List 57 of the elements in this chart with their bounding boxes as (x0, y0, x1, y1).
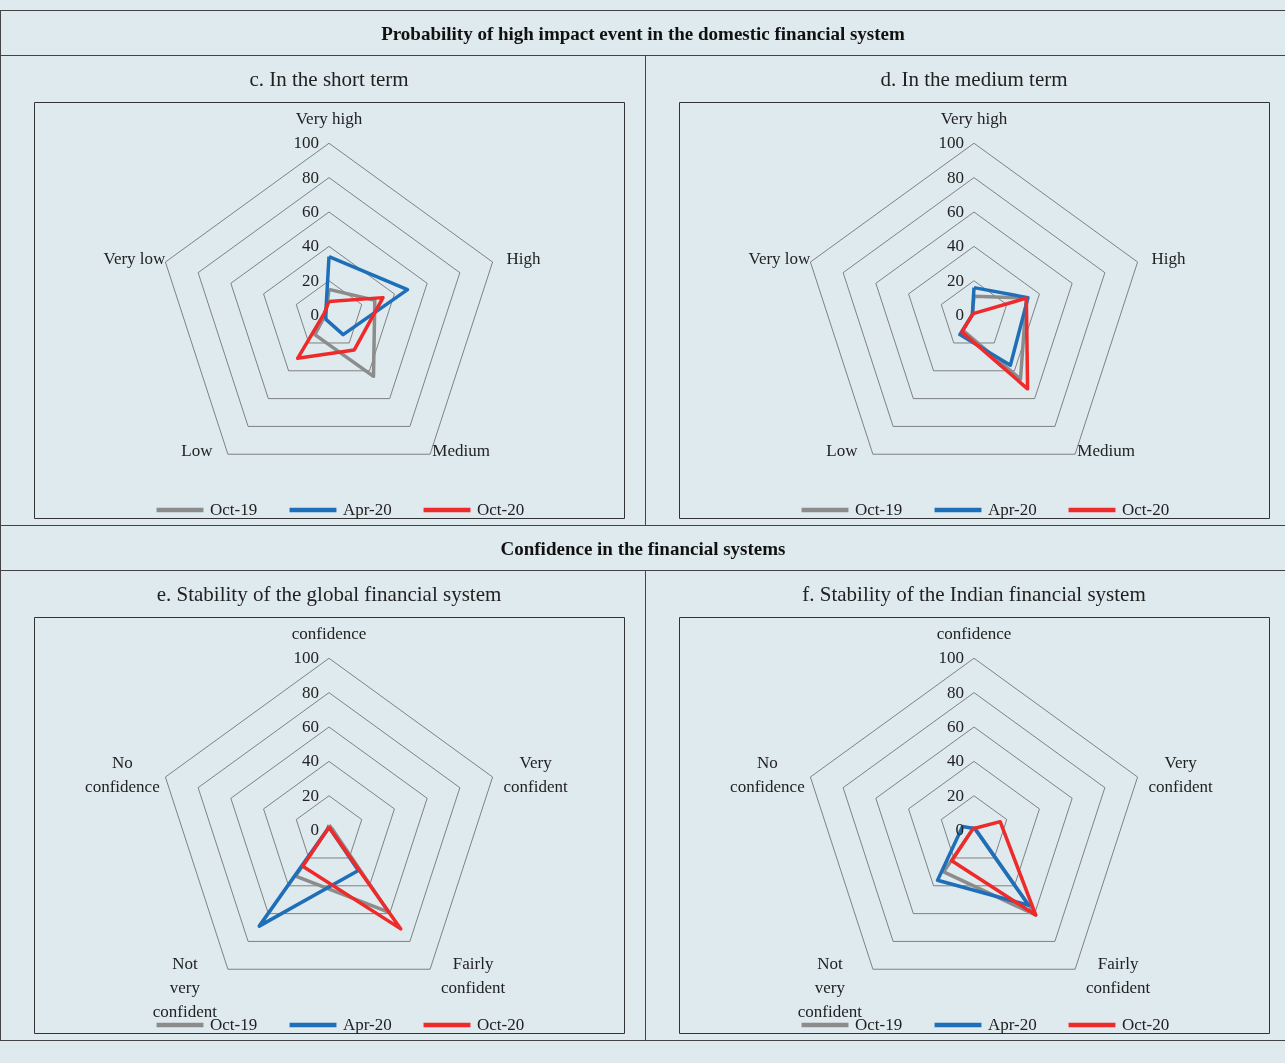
spoke-label: No confidence (85, 753, 160, 797)
y-tick-label: 20 (302, 785, 319, 805)
y-tick-label: 80 (947, 682, 964, 702)
spoke-label: High (1151, 248, 1187, 268)
y-tick-label: 0 (955, 305, 964, 325)
y-tick-label: 40 (947, 236, 964, 256)
spoke-label: Medium (432, 440, 490, 460)
spoke-label: confidence (936, 624, 1012, 644)
spoke-label: Fairly confident (1086, 954, 1151, 998)
y-tick-label: 0 (310, 305, 319, 325)
spoke-label: No confidence (730, 753, 805, 797)
y-tick-label: 60 (947, 717, 964, 737)
y-tick-label: 80 (302, 167, 319, 187)
legend-label: Apr-20 (343, 500, 392, 519)
spoke-label: Very high (295, 109, 363, 129)
y-tick-label: 80 (302, 682, 319, 702)
legend-label: Apr-20 (988, 1015, 1037, 1034)
legend-label: Oct-20 (477, 1015, 525, 1034)
spoke-label: Low (181, 440, 214, 460)
spoke-label: Low (826, 440, 859, 460)
chart-title: f. Stability of the Indian financial system (802, 582, 1146, 606)
y-tick-label: 40 (302, 751, 319, 771)
spoke-label: Very high (940, 109, 1008, 129)
legend-label: Oct-20 (1122, 500, 1170, 519)
legend-label: Apr-20 (343, 1015, 392, 1034)
chart-title: c. In the short term (249, 67, 409, 91)
legend-label: Oct-19 (210, 500, 258, 519)
text: Probability of high impact event in the domestic financial system (0, 11, 1285, 56)
y-tick-label: 60 (302, 202, 319, 222)
y-tick-label: 60 (302, 717, 319, 737)
spoke-label: Very low (103, 248, 167, 268)
spoke-label: Very low (748, 248, 812, 268)
y-tick-label: 100 (938, 133, 964, 153)
y-tick-label: 40 (947, 751, 964, 771)
spoke-label: Fairly confident (441, 954, 506, 998)
legend-label: Oct-20 (477, 500, 525, 519)
y-tick-label: 40 (302, 236, 319, 256)
spoke-label: Very confident (503, 753, 568, 797)
spoke-label: Medium (1077, 440, 1135, 460)
y-tick-label: 20 (947, 270, 964, 290)
y-tick-label: 20 (302, 270, 319, 290)
spoke-label: confidence (291, 624, 367, 644)
legend-label: Oct-19 (855, 500, 903, 519)
chart-title: e. Stability of the global financial system (156, 582, 502, 606)
y-tick-label: 100 (293, 133, 319, 153)
legend-label: Apr-20 (988, 500, 1037, 519)
spoke-label: Very confident (1148, 753, 1213, 797)
y-tick-label: 20 (947, 785, 964, 805)
y-tick-label: 100 (938, 648, 964, 668)
y-tick-label: 80 (947, 167, 964, 187)
text: Confidence in the financial systems (0, 526, 1285, 571)
y-tick-label: 60 (947, 202, 964, 222)
spoke-label: High (506, 248, 542, 268)
y-tick-label: 100 (293, 648, 319, 668)
y-tick-label: 0 (310, 820, 319, 840)
legend-label: Oct-20 (1122, 1015, 1170, 1034)
chart-title: d. In the medium term (880, 67, 1068, 91)
